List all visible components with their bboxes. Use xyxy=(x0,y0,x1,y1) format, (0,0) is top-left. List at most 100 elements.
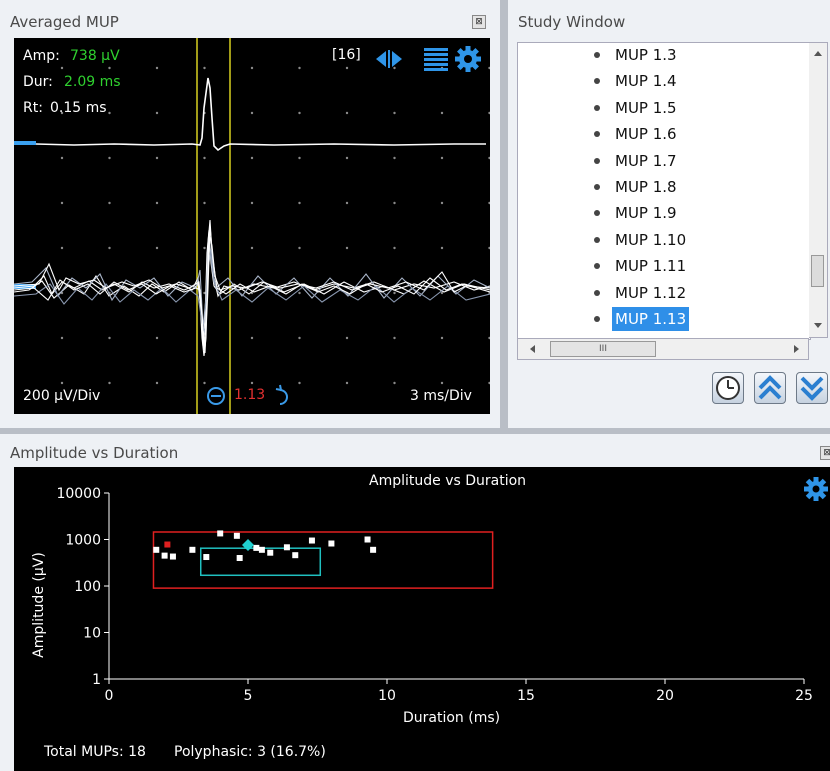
mup-point xyxy=(258,546,265,553)
grid-dot xyxy=(250,201,254,205)
study-list-item[interactable]: MUP 1.11 xyxy=(518,254,808,278)
study-list-item-label: MUP 1.8 xyxy=(615,178,677,196)
grid-dot xyxy=(108,201,111,205)
study-list-item-label: MUP 1.5 xyxy=(615,98,677,117)
vertical-scale-label[interactable]: 200 µV/Div xyxy=(23,388,101,404)
chart-settings-gear-icon[interactable] xyxy=(802,475,830,503)
x-tick-label: 15 xyxy=(517,688,535,704)
mup-point xyxy=(203,554,210,561)
grid-dot xyxy=(250,111,254,115)
selected-mup-point xyxy=(242,539,254,552)
grid-dot xyxy=(203,201,206,205)
bullet-icon xyxy=(594,210,600,217)
amp-duration-canvas[interactable]: 0 5 10 15 20 25 1 10 100 1000 10000 Amplitude vs D… xyxy=(14,467,830,771)
grid-dot xyxy=(298,336,301,340)
study-list-item[interactable]: MUP 1.4 xyxy=(518,69,808,93)
grid-dot xyxy=(393,156,396,160)
scroll-right-arrow-icon[interactable] xyxy=(794,345,799,353)
study-list-item[interactable]: MUP 1.10 xyxy=(518,228,808,252)
hscroll-thumb[interactable]: III xyxy=(550,341,656,357)
grid-dot xyxy=(60,66,64,70)
grid-dot xyxy=(440,381,444,385)
study-horizontal-scrollbar[interactable]: III xyxy=(517,338,809,360)
footer-total-mups: Total MUPs: 18 xyxy=(44,744,146,760)
study-list-item[interactable]: MUP 1.3 xyxy=(518,43,808,67)
scroll-down-arrow-icon[interactable] xyxy=(814,323,822,328)
study-list-item[interactable]: MUP 1.12 xyxy=(518,281,808,305)
grid-dot xyxy=(298,111,301,115)
grid-dot xyxy=(155,111,159,115)
vertical-splitter[interactable] xyxy=(500,0,508,428)
zoom-out-icon xyxy=(207,387,225,405)
averaged-mup-close-button[interactable]: ⊠ xyxy=(472,15,486,29)
grid-dot xyxy=(440,111,444,115)
study-list-item[interactable]: MUP 1.5 xyxy=(518,96,808,120)
move-down-button[interactable] xyxy=(796,372,828,404)
mup-point xyxy=(169,553,176,560)
dur-label: Dur: xyxy=(23,74,53,90)
scroll-thumb[interactable] xyxy=(811,255,824,287)
grid-dot xyxy=(393,381,396,385)
grid-dot xyxy=(298,381,301,385)
grid-dot xyxy=(155,66,159,70)
study-list-item-label: MUP 1.10 xyxy=(615,230,687,249)
x-tick-label: 5 xyxy=(244,688,253,704)
study-list-item[interactable]: MUP 1.8 xyxy=(518,175,808,199)
y-axis-label: Amplitude (µV) xyxy=(31,552,47,658)
mup-point xyxy=(253,544,260,551)
mup-point xyxy=(283,544,290,551)
grid-dot xyxy=(345,66,349,70)
amp-duration-close-button[interactable]: ⊠ xyxy=(820,446,830,460)
horizontal-splitter[interactable] xyxy=(0,428,830,434)
x-tick-label: 25 xyxy=(795,688,813,704)
study-list[interactable]: MUP 1.3 MUP 1.4 MUP 1.5 MUP 1.6 MUP 1.7 MUP 1… xyxy=(517,42,811,340)
move-up-button[interactable] xyxy=(754,372,786,404)
grid-dot xyxy=(108,381,111,385)
y-tick-label: 1 xyxy=(92,672,101,688)
clock-button[interactable] xyxy=(712,372,744,404)
grid-dot xyxy=(250,381,254,385)
horizontal-scale-label[interactable]: 3 ms/Div xyxy=(410,388,472,404)
study-vertical-scrollbar[interactable] xyxy=(809,42,828,338)
bullet-icon xyxy=(594,236,600,243)
study-list-item-label: MUP 1.11 xyxy=(615,257,687,276)
grid-dot xyxy=(298,66,301,70)
x-axis-label: Duration (ms) xyxy=(403,710,501,726)
averaged-waveform xyxy=(35,77,486,152)
prev-arrow-icon xyxy=(376,51,386,67)
averaged-mup-canvas[interactable]: Amp: 738 µV Dur: 2.09 ms Rt: 0.15 ms [16… xyxy=(14,38,490,414)
scroll-up-arrow-icon[interactable] xyxy=(814,51,822,56)
bullet-icon xyxy=(594,157,600,164)
grid-dot xyxy=(393,66,396,70)
study-list-item[interactable]: MUP 1.9 xyxy=(518,201,808,225)
superimposed-traces xyxy=(14,219,490,357)
study-list-item[interactable]: MUP 1.13 xyxy=(518,307,808,331)
x-tick-label: 10 xyxy=(378,688,396,704)
double-chevron-down-icon xyxy=(800,376,824,401)
bullet-icon xyxy=(594,289,600,296)
study-list-item-label: MUP 1.12 xyxy=(615,283,687,302)
grid-dot xyxy=(108,336,111,340)
grid-dot xyxy=(250,156,254,160)
mup-point xyxy=(153,546,160,553)
study-list-item[interactable]: MUP 1.7 xyxy=(518,149,808,173)
grid-dot xyxy=(345,111,349,115)
mup-point xyxy=(267,549,274,556)
grid-dot xyxy=(393,246,396,250)
grid-dot xyxy=(108,111,111,115)
grid-dot xyxy=(60,336,64,340)
mup-point xyxy=(164,541,171,548)
mup-point xyxy=(236,555,243,562)
next-arrow-icon xyxy=(392,51,402,67)
grid-dot xyxy=(440,156,444,160)
bullet-icon xyxy=(594,316,600,322)
grid-dot xyxy=(60,246,64,250)
scroll-left-arrow-icon[interactable] xyxy=(530,345,535,353)
study-list-item[interactable]: MUP 1.6 xyxy=(518,122,808,146)
clock-icon xyxy=(716,376,740,400)
rt-label: Rt: xyxy=(23,100,43,116)
grid-dot xyxy=(203,291,206,295)
grid-dot xyxy=(108,66,111,70)
grid-dot xyxy=(60,156,64,160)
amp-label: Amp: xyxy=(23,48,60,64)
